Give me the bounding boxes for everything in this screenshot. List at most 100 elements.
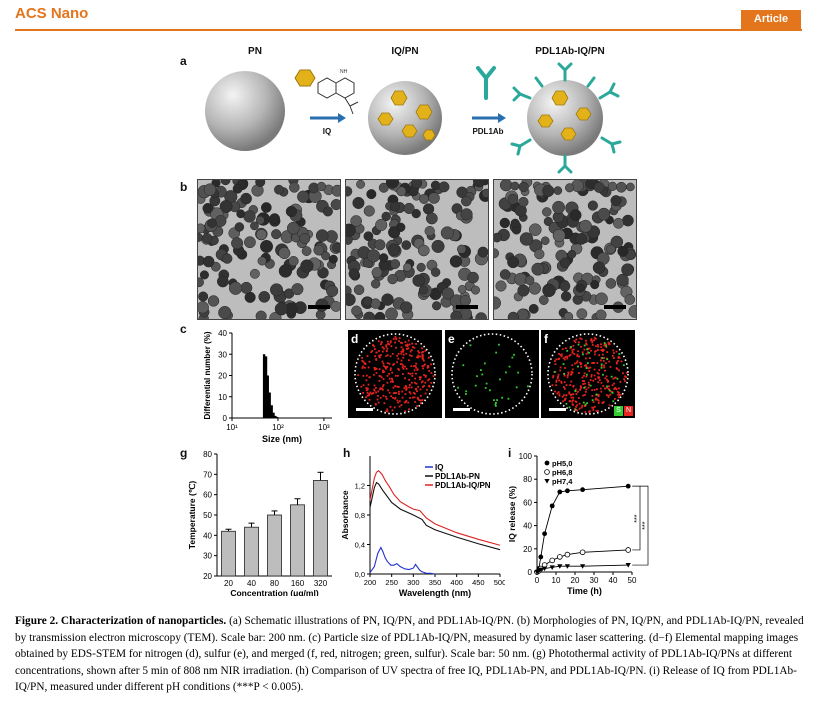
element-dot [385, 367, 387, 370]
nanoparticle [560, 291, 572, 302]
tem-image-pn [197, 179, 341, 320]
element-dot [581, 380, 584, 382]
nanoparticle [534, 249, 545, 260]
element-dot [400, 359, 403, 362]
element-dot [577, 341, 580, 344]
element-dot [585, 352, 588, 355]
element-dot [625, 376, 627, 379]
element-dot [422, 350, 424, 353]
element-dot [576, 365, 579, 368]
nanoparticle [232, 183, 243, 194]
element-dot [373, 348, 376, 350]
element-dot [573, 340, 576, 342]
nanoparticle [261, 202, 272, 213]
x-tick-label: 400 [450, 578, 463, 587]
nanoparticle [552, 200, 566, 214]
element-dot [605, 362, 607, 365]
nanoparticle [518, 196, 529, 208]
element-dot [598, 369, 601, 372]
nanoparticle [330, 301, 340, 312]
element-dot [415, 362, 418, 365]
element-dot [588, 410, 591, 413]
element-dot [597, 402, 600, 404]
element-dot [376, 395, 379, 397]
nanoparticle [216, 275, 229, 288]
element-dot [571, 364, 574, 367]
x-axis-label: Wavelength (nm) [399, 588, 471, 598]
element-dot [585, 366, 588, 368]
nanoparticle [542, 184, 555, 197]
element-dot [381, 387, 383, 390]
element-dot [419, 376, 422, 379]
element-dot [385, 398, 388, 400]
nanoparticle [499, 217, 510, 229]
element-dot [414, 377, 417, 380]
element-dot [600, 390, 603, 393]
element-dot [422, 367, 425, 370]
element-dot [398, 368, 400, 371]
y-tick-label: 0,0 [355, 570, 365, 579]
element-dot [405, 352, 408, 355]
element-dot [407, 401, 410, 404]
nanoparticle [352, 196, 365, 209]
x-tick-label: 160 [291, 579, 305, 588]
element-dot [421, 399, 424, 401]
element-dot [365, 374, 368, 377]
element-dot [597, 399, 600, 402]
nanoparticle [198, 277, 204, 288]
element-dot [570, 370, 573, 373]
element-dot [580, 345, 582, 348]
element-dot [375, 372, 378, 374]
nanoparticle [499, 180, 513, 192]
element-dot [583, 386, 586, 389]
element-dot [607, 379, 609, 382]
element-dot [577, 343, 580, 346]
element-dot [574, 389, 577, 392]
element-dot [407, 347, 410, 350]
element-dot [561, 395, 564, 398]
element-dot [624, 375, 626, 378]
nanoparticle [271, 229, 282, 240]
legend-label: PDL1Ab-PN [435, 472, 480, 481]
element-dot [615, 362, 618, 365]
element-dot [593, 405, 596, 408]
scale-bar [356, 408, 373, 411]
element-dot [556, 392, 559, 395]
size-distribution-chart: 0 10 20 30 40 10¹ 10² 10³ Size (nm) Differential … [203, 329, 332, 444]
element-dot [408, 378, 410, 381]
element-dot [588, 369, 591, 372]
element-dot [576, 360, 579, 363]
element-dot [374, 355, 377, 358]
element-dot [615, 350, 618, 353]
figure-caption: Figure 2. Characterization of nanopartic… [15, 613, 805, 696]
element-dot [416, 368, 419, 371]
element-dot [373, 368, 376, 371]
element-dot [388, 377, 391, 380]
size-bar [272, 412, 275, 418]
element-dot [416, 390, 418, 393]
element-dot [363, 362, 366, 365]
nanoparticle [621, 263, 634, 277]
element-dot [387, 343, 389, 345]
nanoparticle [218, 306, 232, 319]
element-dot [600, 343, 602, 346]
element-dot [569, 384, 572, 386]
element-dot [495, 401, 497, 404]
antibody-icon [476, 66, 496, 100]
element-dot [590, 375, 593, 378]
element-dot [396, 399, 399, 402]
nanoparticle [390, 259, 401, 269]
size-bar [270, 405, 273, 418]
element-dot [370, 351, 373, 354]
element-dot [620, 360, 623, 363]
element-dot [396, 385, 398, 388]
element-dot [422, 359, 425, 362]
scale-bar [456, 305, 478, 309]
element-dot [404, 344, 407, 347]
element-dot [576, 355, 579, 357]
particle-outline [547, 333, 629, 415]
element-dot [402, 364, 405, 367]
data-point [549, 565, 555, 570]
x-tick-label: 80 [270, 579, 279, 588]
